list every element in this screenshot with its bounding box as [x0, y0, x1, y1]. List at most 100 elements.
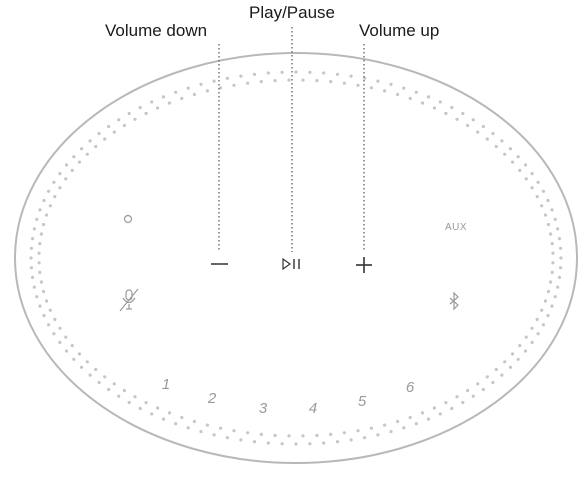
grille-dot: [450, 105, 454, 110]
preset-3[interactable]: 3: [259, 400, 268, 417]
grille-dot: [476, 382, 480, 386]
grille-dot: [335, 72, 340, 76]
grille-dot: [85, 152, 89, 156]
grille-dot: [192, 419, 196, 424]
grille-dot: [29, 266, 33, 270]
grille-dot: [58, 326, 62, 330]
grille-dot: [481, 124, 485, 129]
grille-dot: [523, 163, 528, 167]
grille-dot: [530, 186, 534, 190]
grille-dot: [508, 147, 512, 151]
grille-dot: [29, 246, 33, 250]
grille-dot: [107, 124, 111, 129]
grille-dot: [356, 83, 360, 87]
grille-dot: [540, 308, 544, 312]
grille-dot: [426, 417, 431, 421]
grille-dot: [461, 111, 465, 116]
grille-dot: [232, 83, 236, 87]
preset-1[interactable]: 1: [162, 376, 170, 393]
grille-dot: [444, 111, 448, 115]
grille-dot: [30, 237, 35, 241]
grille-dot: [273, 433, 277, 437]
grille-dot: [432, 406, 436, 410]
grille-dot: [549, 232, 553, 236]
grille-dot: [94, 367, 98, 372]
grille-dot: [530, 326, 534, 330]
grille-dot: [461, 400, 465, 405]
grille-dot: [287, 78, 291, 82]
grille-dot: [112, 130, 116, 134]
grille-dot: [516, 357, 520, 361]
grille-dot: [32, 285, 36, 289]
grille-dot: [335, 440, 340, 444]
grille-dot: [432, 106, 436, 110]
grille-dot: [38, 304, 42, 308]
grille-dot: [72, 155, 76, 159]
grille-dot: [389, 82, 393, 86]
grille-dot: [39, 280, 44, 284]
grille-dot: [107, 387, 111, 392]
grille-dot: [127, 400, 131, 405]
grille-dot: [53, 195, 57, 199]
grille-dot: [42, 313, 46, 318]
grille-dot: [315, 79, 319, 83]
grille-dot: [80, 365, 84, 369]
grille-dot: [349, 74, 353, 78]
grille-dot: [205, 89, 209, 93]
grille-dot: [42, 222, 46, 227]
grille-dot: [301, 434, 305, 438]
grille-dot: [167, 101, 172, 105]
grille-dot: [212, 433, 216, 437]
grille-dot: [199, 430, 203, 434]
grille-dot: [273, 79, 277, 83]
grille-dot: [510, 160, 515, 164]
action-button-icon[interactable]: [123, 214, 133, 224]
grille-dot: [252, 72, 257, 76]
grille-dot: [383, 423, 387, 427]
microphone-off-icon[interactable]: [119, 288, 139, 312]
grille-dot: [518, 344, 522, 348]
grille-dot: [39, 232, 44, 236]
grille-dot: [408, 415, 412, 420]
grille-dot: [127, 111, 131, 116]
grille-dot: [308, 70, 312, 74]
grille-dot: [88, 373, 92, 377]
grille-dot: [481, 387, 485, 392]
grille-dot: [389, 430, 393, 434]
grille-dot: [47, 323, 51, 327]
play-pause-button[interactable]: [282, 257, 300, 271]
preset-4[interactable]: 4: [309, 400, 317, 417]
grille-dot: [53, 317, 57, 321]
grille-dot: [42, 289, 46, 294]
grille-dot: [543, 213, 548, 217]
grille-dot: [523, 349, 528, 353]
play-icon: [282, 257, 292, 271]
preset-6[interactable]: 6: [406, 379, 415, 396]
grille-dot: [349, 438, 353, 442]
grille-dot: [426, 95, 431, 99]
grille-dot: [329, 432, 333, 436]
grille-dot: [491, 380, 495, 385]
grille-dot: [186, 426, 190, 430]
grille-dot: [64, 335, 68, 339]
grille-dot: [530, 340, 534, 344]
grille-dot: [35, 217, 39, 221]
grille-dot: [557, 237, 562, 241]
grille-dot: [329, 80, 333, 84]
preset-5[interactable]: 5: [358, 393, 367, 410]
grille-dot: [122, 123, 126, 128]
grille-dot: [192, 92, 196, 97]
grille-dot: [58, 340, 62, 344]
volume-up-button[interactable]: [356, 257, 372, 273]
grille-dot: [494, 144, 498, 149]
grille-dot: [524, 335, 528, 339]
grille-dot: [219, 426, 223, 430]
grille-dot: [553, 217, 557, 221]
grille-dot: [503, 360, 507, 364]
aux-button[interactable]: AUX: [445, 222, 467, 233]
preset-2[interactable]: 2: [207, 390, 217, 407]
grille-dot: [37, 251, 41, 255]
bluetooth-icon[interactable]: [449, 291, 459, 311]
grille-dot: [38, 270, 42, 274]
